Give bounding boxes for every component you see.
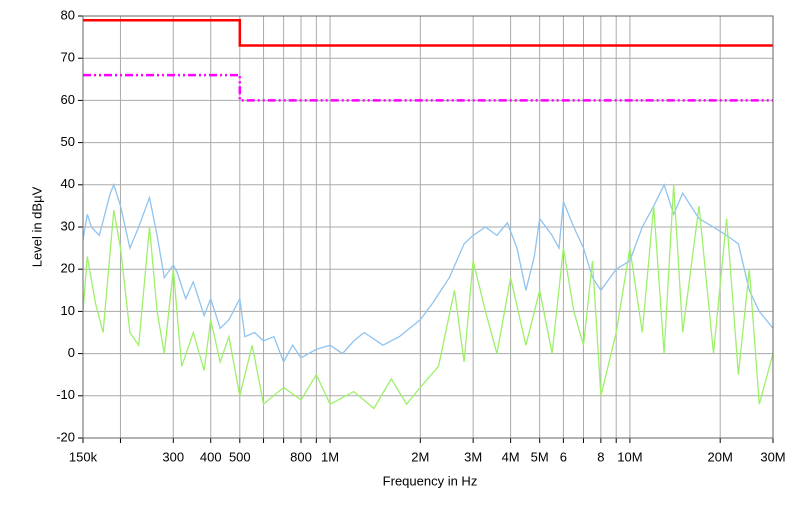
y-tick-label: 40: [61, 176, 75, 191]
y-tick-label: 0: [68, 345, 75, 360]
series-line: [82, 184, 774, 410]
x-tick-label: 300: [162, 449, 184, 464]
plot-frame: [82, 15, 774, 439]
y-axis-label: Level in dBµV: [29, 186, 44, 267]
x-tick-label: 5M: [531, 449, 549, 464]
y-tick-label: -10: [56, 387, 75, 402]
x-tick-label: 10M: [617, 449, 642, 464]
y-tick-label: 60: [61, 92, 75, 107]
y-tick-label: 20: [61, 261, 75, 276]
series-line: [82, 182, 774, 364]
series-line: [83, 18, 773, 47]
x-axis-label: Frequency in Hz: [383, 473, 478, 488]
y-tick-label: 50: [61, 134, 75, 149]
x-tick-label: 500: [229, 449, 251, 464]
x-tick-label: 6: [560, 449, 567, 464]
x-tick-label: 800: [290, 449, 312, 464]
y-tick-label: 80: [61, 7, 75, 22]
x-tick-label: 1M: [321, 449, 339, 464]
series-line: [83, 73, 773, 102]
y-tick-label: -20: [56, 429, 75, 444]
x-tick-label: 4M: [502, 449, 520, 464]
x-tick-label: 2M: [411, 449, 429, 464]
x-tick-label: 20M: [708, 449, 733, 464]
x-tick-label: 400: [200, 449, 222, 464]
x-tick-label: 30M: [760, 449, 785, 464]
y-tick-label: 30: [61, 218, 75, 233]
x-tick-label: 150k: [69, 449, 98, 464]
x-tick-label: 3M: [464, 449, 482, 464]
y-tick-label: 70: [61, 50, 75, 65]
y-tick-label: 10: [61, 303, 75, 318]
x-tick-label: 8: [597, 449, 604, 464]
